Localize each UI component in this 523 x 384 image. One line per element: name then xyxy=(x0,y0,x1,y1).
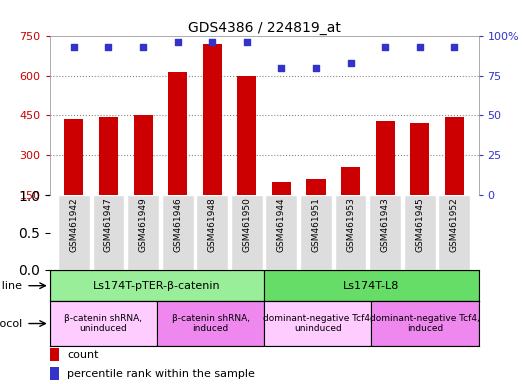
Text: GSM461948: GSM461948 xyxy=(208,197,217,252)
Bar xyxy=(438,195,470,270)
Bar xyxy=(335,195,367,270)
Text: dominant-negative Tcf4,
induced: dominant-negative Tcf4, induced xyxy=(370,314,480,333)
Point xyxy=(450,44,459,50)
Bar xyxy=(341,167,360,195)
Text: dominant-negative Tcf4,
uninduced: dominant-negative Tcf4, uninduced xyxy=(263,314,372,333)
Text: GSM461942: GSM461942 xyxy=(70,197,78,252)
Point xyxy=(346,60,355,66)
Point xyxy=(174,39,182,45)
Bar xyxy=(445,117,464,195)
Text: percentile rank within the sample: percentile rank within the sample xyxy=(67,369,255,379)
Bar xyxy=(93,195,124,270)
Bar xyxy=(369,195,401,270)
Bar xyxy=(64,119,83,195)
Bar xyxy=(203,44,222,195)
Text: β-catenin shRNA,
uninduced: β-catenin shRNA, uninduced xyxy=(64,314,142,333)
Bar xyxy=(50,270,264,301)
Text: GSM461944: GSM461944 xyxy=(277,197,286,252)
Bar xyxy=(157,301,264,346)
Text: GSM461950: GSM461950 xyxy=(242,197,252,252)
Text: GSM461947: GSM461947 xyxy=(104,197,113,252)
Text: GSM461946: GSM461946 xyxy=(173,197,182,252)
Bar xyxy=(162,195,194,270)
Point xyxy=(416,44,424,50)
Bar xyxy=(272,182,291,195)
Text: β-catenin shRNA,
induced: β-catenin shRNA, induced xyxy=(172,314,249,333)
Point xyxy=(139,44,147,50)
Bar xyxy=(306,179,325,195)
Bar xyxy=(376,121,395,195)
Bar xyxy=(133,115,153,195)
Text: GSM461951: GSM461951 xyxy=(312,197,321,252)
Bar xyxy=(50,301,157,346)
Text: GSM461953: GSM461953 xyxy=(346,197,355,252)
Bar xyxy=(264,270,479,301)
Point xyxy=(208,39,217,45)
Title: GDS4386 / 224819_at: GDS4386 / 224819_at xyxy=(188,21,340,35)
Text: Ls174T-pTER-β-catenin: Ls174T-pTER-β-catenin xyxy=(93,281,221,291)
Bar xyxy=(300,195,332,270)
Bar xyxy=(127,195,159,270)
Bar xyxy=(237,76,256,195)
Bar xyxy=(410,123,429,195)
Bar xyxy=(231,195,263,270)
Text: GSM461945: GSM461945 xyxy=(415,197,424,252)
Bar xyxy=(196,195,228,270)
Text: cell line: cell line xyxy=(0,281,22,291)
Text: GSM461949: GSM461949 xyxy=(139,197,147,252)
Text: GSM461952: GSM461952 xyxy=(450,197,459,252)
Point xyxy=(70,44,78,50)
Point xyxy=(381,44,389,50)
Text: Ls174T-L8: Ls174T-L8 xyxy=(343,281,400,291)
Bar xyxy=(404,195,436,270)
Text: protocol: protocol xyxy=(0,318,22,329)
Bar xyxy=(264,301,371,346)
Point xyxy=(104,44,112,50)
Text: count: count xyxy=(67,350,98,360)
Bar xyxy=(266,195,297,270)
Point xyxy=(312,65,320,71)
Bar xyxy=(50,348,59,361)
Bar xyxy=(99,117,118,195)
Point xyxy=(277,65,286,71)
Bar xyxy=(50,367,59,380)
Bar xyxy=(168,71,187,195)
Text: GSM461943: GSM461943 xyxy=(381,197,390,252)
Bar xyxy=(371,301,479,346)
Bar xyxy=(58,195,90,270)
Point xyxy=(243,39,251,45)
